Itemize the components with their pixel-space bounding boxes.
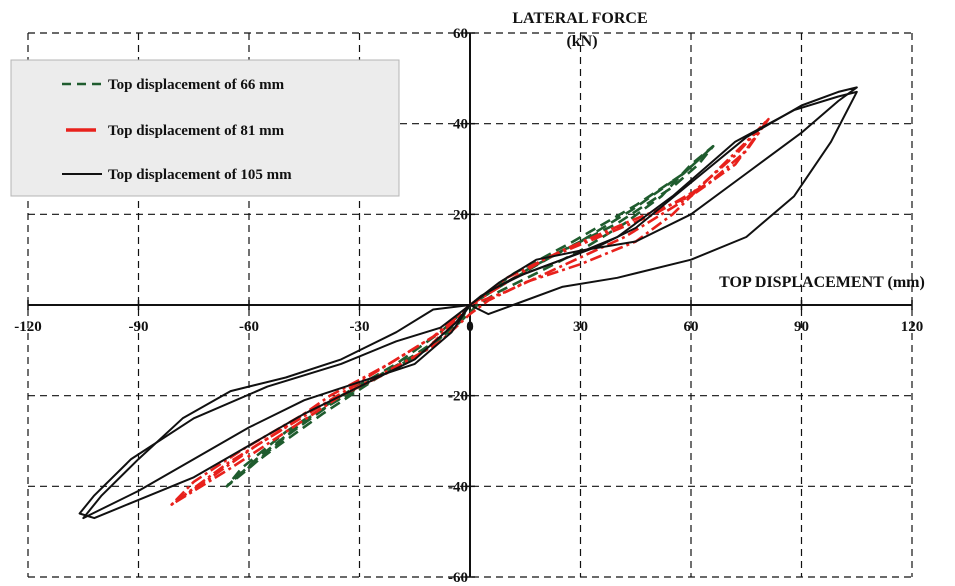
legend-item-81mm: Top displacement of 81 mm	[66, 123, 285, 139]
y-axis-unit: (kN)	[566, 33, 597, 50]
y-tick-label--20: -20	[448, 389, 468, 405]
x-tick-label-30: 30	[573, 319, 588, 335]
legend: Top displacement of 66 mm Top displaceme…	[10, 59, 400, 197]
y-tick-label-60: 60	[453, 26, 468, 42]
series-2-loop-1	[78, 90, 858, 520]
series-2	[78, 86, 858, 520]
x-axis-title: TOP DISPLACEMENT (mm)	[719, 274, 925, 291]
x-tick-label-120: 120	[901, 319, 924, 335]
y-axis-title: LATERAL FORCE	[512, 10, 647, 27]
y-tick-label--40: -40	[448, 479, 468, 495]
legend-label-81mm: Top displacement of 81 mm	[108, 123, 285, 139]
y-tick-label-20: 20	[453, 207, 468, 223]
series-layer	[78, 86, 858, 520]
x-tick-label--90: -90	[129, 319, 149, 335]
series-1-loop-0	[170, 117, 770, 506]
x-tick-label-90: 90	[794, 319, 809, 335]
legend-label-105mm: Top displacement of 105 mm	[108, 167, 292, 183]
legend-item-66mm: Top displacement of 66 mm	[62, 77, 285, 93]
y-tick-label-40: 40	[453, 117, 468, 133]
x-tick-label--120: -120	[14, 319, 42, 335]
x-tick-label--60: -60	[239, 319, 259, 335]
series-0-loop-0	[225, 145, 715, 488]
legend-label-66mm: Top displacement of 66 mm	[108, 77, 285, 93]
x-tick-label-0: 0	[466, 319, 474, 335]
y-tick-label--60: -60	[448, 570, 468, 586]
x-tick-label--30: -30	[350, 319, 370, 335]
tick-labels: -120 -90 -60 -30 0 30 60 90 120 -60 -40 -20 20 40 60	[14, 26, 923, 586]
legend-item-105mm: Top displacement of 105 mm	[62, 167, 292, 183]
x-tick-label-60: 60	[684, 319, 699, 335]
